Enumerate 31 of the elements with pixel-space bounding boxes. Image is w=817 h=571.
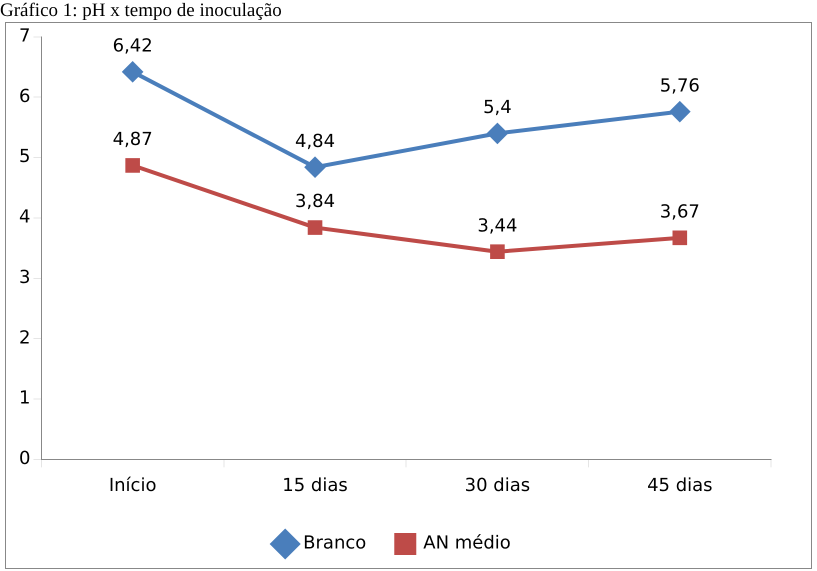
y-tick-label: 3 (19, 266, 30, 288)
y-tick-label: 5 (19, 146, 30, 168)
chart-title: Gráfico 1: pH x tempo de inoculação (0, 0, 283, 22)
data-label: 3,67 (660, 202, 700, 223)
data-label: 4,84 (294, 130, 336, 152)
y-tick-label: 1 (19, 388, 30, 409)
data-label: 5,76 (660, 75, 700, 96)
point (490, 244, 505, 260)
data-label: 3,44 (477, 215, 518, 236)
point (125, 158, 140, 173)
y-tick-label: 2 (19, 327, 30, 348)
x-tick-label: 45 dias (647, 474, 713, 496)
point (487, 123, 508, 144)
x-tick-label: 30 dias (464, 474, 530, 496)
data-label: 3,84 (294, 191, 336, 212)
legend-label: Branco (303, 532, 366, 554)
data-label: 6,42 (112, 35, 153, 56)
y-tick-label: 6 (19, 86, 30, 107)
x-tick-label: 15 dias (282, 474, 348, 496)
legend-label: AN médio (423, 532, 511, 554)
point (308, 220, 322, 235)
point (670, 102, 690, 122)
data-label: 5,4 (483, 97, 512, 118)
y-tick-label: 0 (19, 448, 30, 470)
point (305, 157, 326, 178)
data-label: 4,87 (112, 129, 153, 150)
y-tick-label: 7 (19, 25, 30, 46)
y-tick-label: 4 (19, 206, 30, 228)
point (672, 230, 688, 246)
x-tick-label: Início (108, 474, 156, 496)
point (122, 62, 143, 82)
